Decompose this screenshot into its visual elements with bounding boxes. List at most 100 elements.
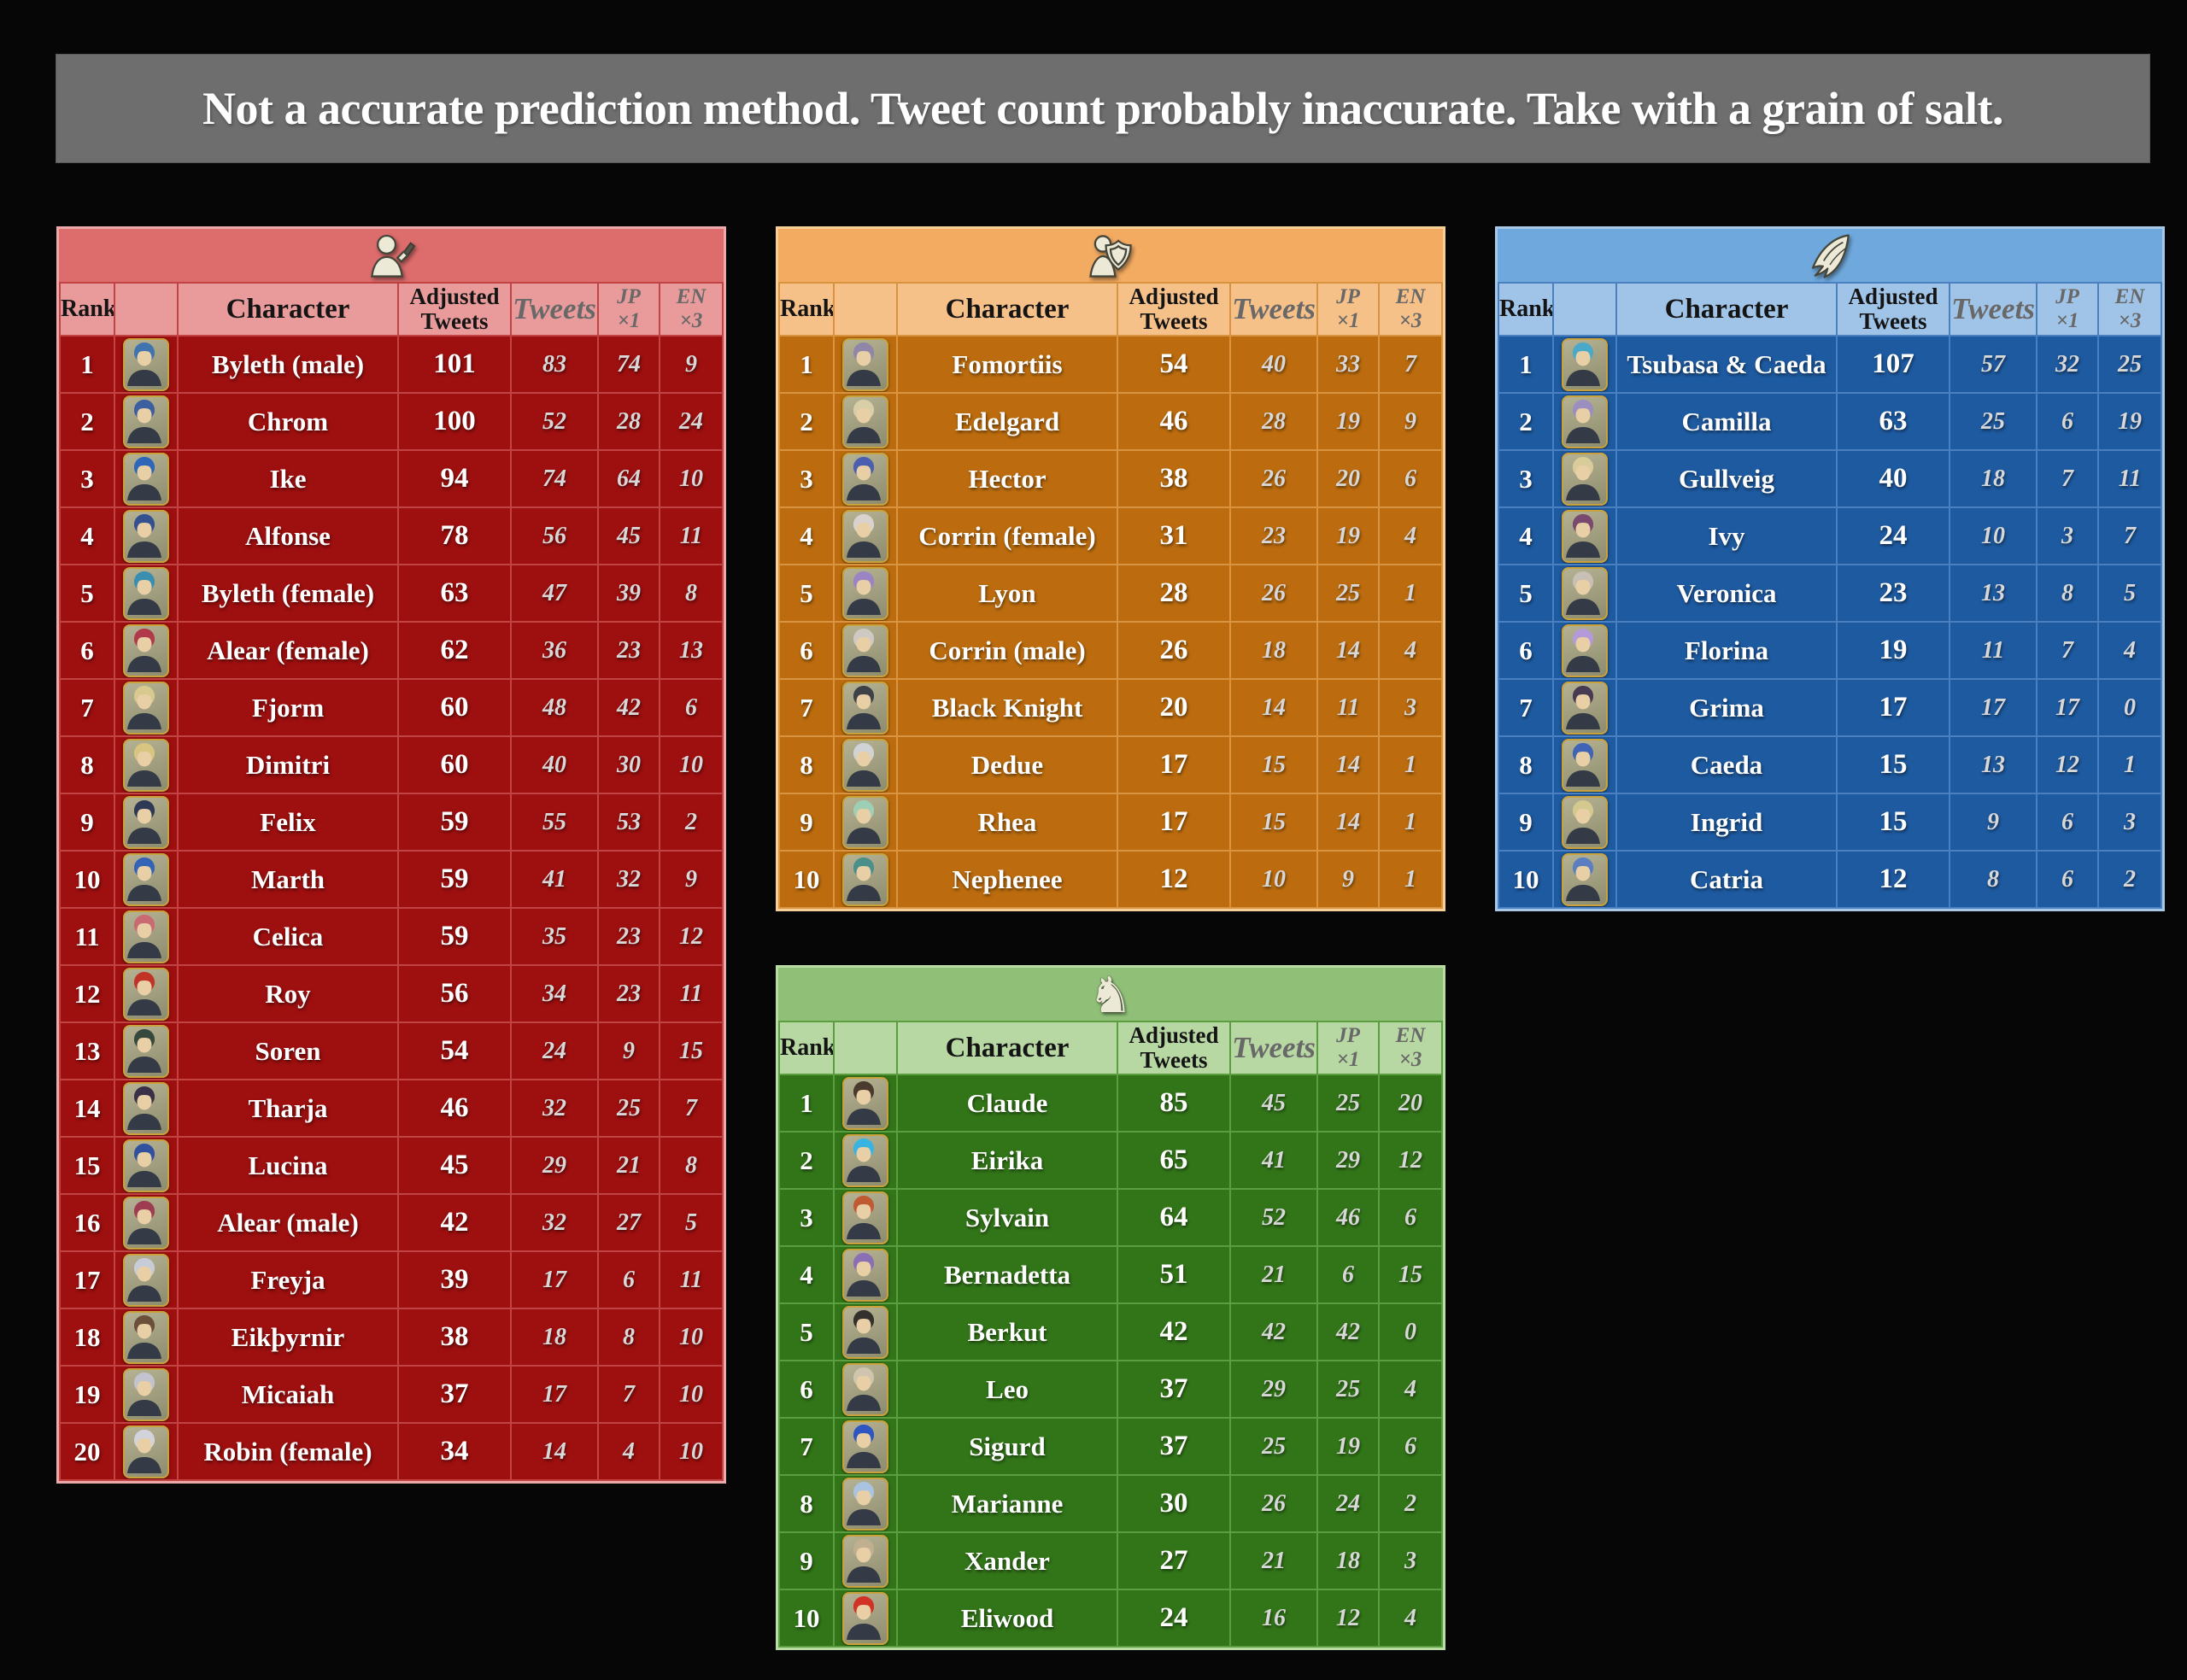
portrait-art (127, 1429, 161, 1473)
table-row: 8 Dedue 17 15 14 1 (778, 735, 1443, 794)
character-name: Celica (177, 907, 399, 966)
character-portrait (842, 1477, 888, 1531)
adjusted-tweets-value: 31 (1117, 506, 1231, 565)
adjusted-tweets-value: 62 (397, 621, 512, 680)
character-header: Character (177, 282, 399, 337)
en-header: EN ×3 (1378, 1021, 1443, 1075)
rank-cell: 4 (778, 506, 835, 565)
adjusted-tweets-value: 23 (1836, 564, 1950, 623)
character-portrait (1562, 795, 1608, 849)
rank-cell: 7 (1498, 678, 1554, 737)
portrait-cell (114, 735, 179, 794)
portrait-cell (833, 564, 898, 623)
adjusted-tweets-value: 64 (1117, 1188, 1231, 1247)
portrait-cell (833, 1302, 898, 1361)
tweets-value: 32 (510, 1079, 599, 1138)
character-name: Byleth (male) (177, 335, 399, 394)
character-name: Dimitri (177, 735, 399, 794)
portrait-art (127, 914, 161, 958)
en-value: 6 (659, 678, 724, 737)
rank-cell: 6 (778, 621, 835, 680)
portrait-art (127, 399, 161, 443)
jp-value: 28 (597, 392, 660, 451)
en-value: 3 (2097, 793, 2162, 852)
armored-icon (1089, 235, 1132, 278)
character-portrait (842, 795, 888, 849)
rank-cell: 16 (59, 1193, 115, 1252)
en-value: 8 (659, 564, 724, 623)
portrait-cell (833, 793, 898, 852)
rank-cell: 8 (778, 1474, 835, 1533)
tweets-value: 47 (510, 564, 599, 623)
adjusted-tweets-value: 63 (397, 564, 512, 623)
flying-icon (1811, 234, 1850, 278)
en-value: 2 (659, 793, 724, 852)
rank-cell: 2 (778, 1131, 835, 1190)
adjusted-tweets-value: 19 (1836, 621, 1950, 680)
character-header: Character (896, 1021, 1118, 1075)
rank-cell: 14 (59, 1079, 115, 1138)
en-value: 10 (659, 1308, 724, 1367)
table-row: 1 Claude 85 45 25 20 (778, 1074, 1443, 1133)
en-value: 15 (1378, 1245, 1443, 1304)
rank-cell: 15 (59, 1136, 115, 1195)
character-name: Sigurd (896, 1417, 1118, 1476)
en-value: 0 (1378, 1302, 1443, 1361)
table-row: 4 Alfonse 78 56 45 11 (59, 506, 724, 565)
portrait-cell (114, 392, 179, 451)
rank-cell: 11 (59, 907, 115, 966)
adjusted-tweets-value: 26 (1117, 621, 1231, 680)
adjusted-tweets-header: Adjusted Tweets (1836, 282, 1950, 337)
portrait-art (1566, 628, 1600, 672)
jp-value: 6 (597, 1250, 660, 1309)
portrait-cell (1552, 335, 1617, 394)
table-row: 10 Eliwood 24 16 12 4 (778, 1589, 1443, 1648)
rank-cell: 17 (59, 1250, 115, 1309)
character-portrait (1562, 852, 1608, 906)
character-name: Ike (177, 449, 399, 508)
character-name: Byleth (female) (177, 564, 399, 623)
character-name: Hector (896, 449, 1118, 508)
character-name: Catria (1615, 850, 1838, 909)
rank-header: Rank (778, 282, 835, 337)
adjusted-tweets-header: Adjusted Tweets (1117, 282, 1231, 337)
adjusted-tweets-value: 38 (1117, 449, 1231, 508)
jp-value: 6 (1316, 1245, 1380, 1304)
tweets-value: 42 (1229, 1302, 1318, 1361)
character-name: Eliwood (896, 1589, 1118, 1648)
rank-cell: 10 (778, 1589, 835, 1648)
tweets-value: 57 (1949, 335, 2037, 394)
tweets-value: 26 (1229, 1474, 1318, 1533)
jp-value: 6 (2036, 850, 2099, 909)
adjusted-tweets-value: 100 (397, 392, 512, 451)
adjusted-tweets-value: 42 (1117, 1302, 1231, 1361)
character-name: Marianne (896, 1474, 1118, 1533)
tweets-value: 52 (1229, 1188, 1318, 1247)
en-value: 4 (1378, 1360, 1443, 1419)
jp-value: 7 (597, 1365, 660, 1424)
jp-value: 20 (1316, 449, 1380, 508)
table-row: 1 Fomortiis 54 40 33 7 (778, 335, 1443, 394)
tweets-value: 26 (1229, 564, 1318, 623)
en-value: 9 (659, 850, 724, 909)
tweets-value: 15 (1229, 735, 1318, 794)
character-portrait (1562, 566, 1608, 620)
tweets-value: 21 (1229, 1245, 1318, 1304)
portrait-art (1566, 742, 1600, 787)
character-portrait (123, 1196, 169, 1250)
portrait-cell (833, 1589, 898, 1648)
portrait-art (1566, 342, 1600, 386)
portrait-cell (114, 1422, 179, 1481)
portrait-art (127, 342, 161, 386)
adjusted-tweets-value: 15 (1836, 735, 1950, 794)
character-header: Character (1615, 282, 1838, 337)
character-name: Eirika (896, 1131, 1118, 1190)
rank-cell: 3 (59, 449, 115, 508)
jp-value: 23 (597, 621, 660, 680)
adjusted-tweets-value: 101 (397, 335, 512, 394)
en-value: 2 (2097, 850, 2162, 909)
portrait-art (847, 1080, 881, 1125)
jp-value: 23 (597, 964, 660, 1023)
jp-value: 3 (2036, 506, 2099, 565)
portrait-cell (114, 621, 179, 680)
